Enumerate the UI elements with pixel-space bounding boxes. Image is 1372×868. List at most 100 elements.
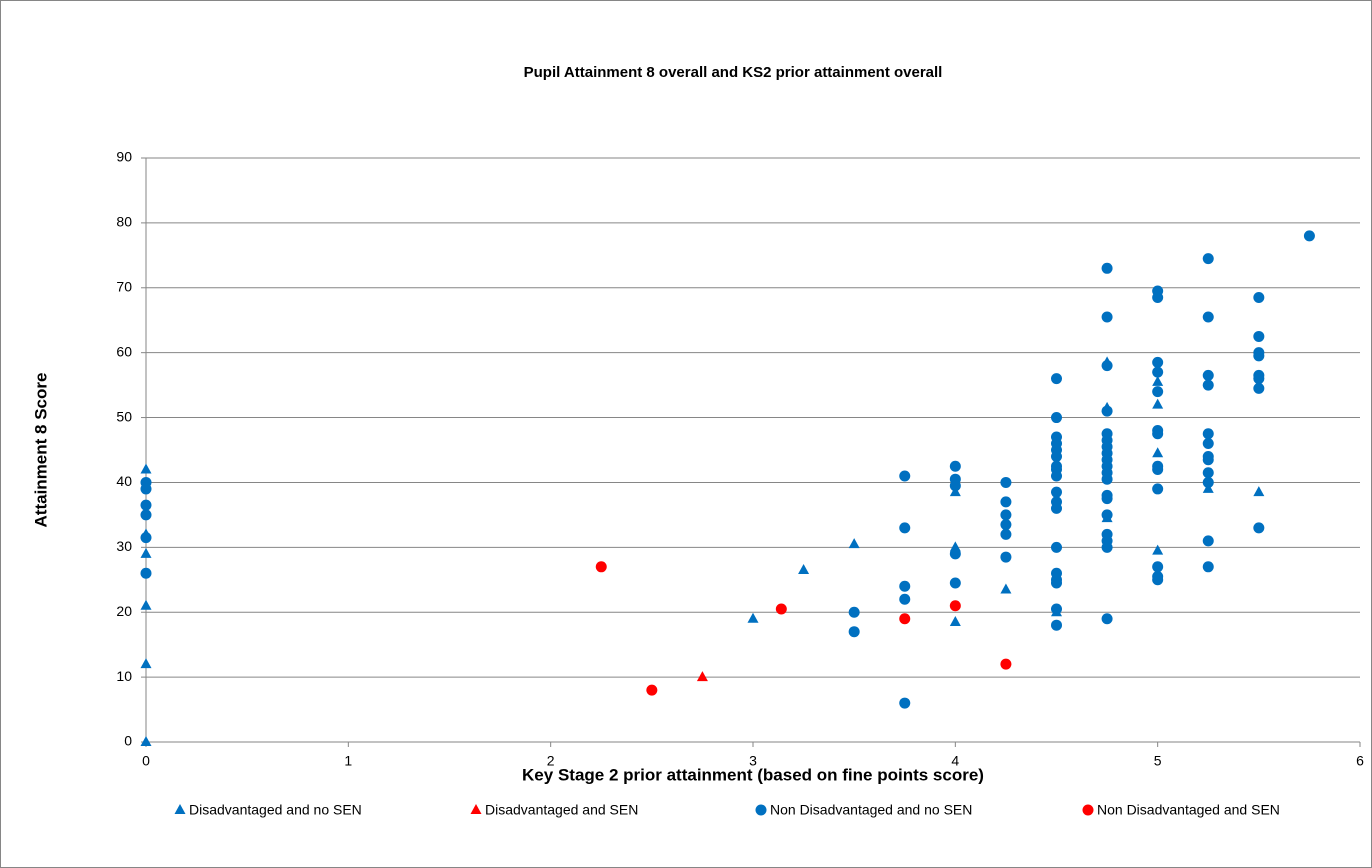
y-tick-label: 70 (116, 278, 132, 294)
point (140, 736, 152, 746)
legend-label: Non Disadvantaged and SEN (1097, 802, 1280, 818)
point (1202, 379, 1214, 391)
point (1051, 470, 1062, 482)
y-tick-label: 50 (116, 408, 132, 424)
point (1000, 528, 1012, 540)
point (1152, 366, 1164, 378)
point (1051, 412, 1062, 424)
point (1101, 311, 1113, 323)
point (848, 626, 860, 638)
point (1152, 398, 1164, 409)
point (1101, 473, 1113, 485)
point (1202, 369, 1214, 381)
point (1051, 619, 1062, 631)
point (140, 547, 152, 558)
x-axis-label: Key Stage 2 prior attainment (based on f… (522, 765, 984, 784)
point (1000, 476, 1012, 488)
point (899, 522, 911, 534)
x-tick-label: 5 (1154, 753, 1162, 769)
legend-label: Disadvantaged and no SEN (189, 802, 362, 818)
point (848, 538, 860, 549)
point (1101, 613, 1113, 625)
point (949, 541, 961, 552)
point (1000, 496, 1012, 508)
x-tick-label: 4 (951, 753, 959, 769)
point (140, 463, 152, 474)
point (1000, 551, 1012, 563)
point (1253, 382, 1265, 394)
point (1152, 574, 1164, 586)
point (775, 603, 787, 615)
point (1202, 454, 1214, 466)
y-tick-label: 30 (116, 538, 132, 554)
x-tick-label: 2 (547, 753, 555, 769)
y-tick-label: 80 (116, 214, 132, 230)
legend-marker (470, 804, 482, 814)
point (140, 599, 152, 610)
point (595, 561, 607, 573)
point (899, 613, 911, 625)
point (1152, 428, 1164, 440)
point (1152, 356, 1164, 368)
point (1202, 476, 1214, 488)
point (140, 499, 152, 511)
point (1051, 486, 1062, 498)
point (1152, 447, 1164, 458)
point (140, 532, 152, 544)
point (1101, 405, 1113, 417)
point (1253, 522, 1265, 534)
point (1202, 438, 1214, 450)
point (1152, 292, 1164, 304)
point (899, 470, 911, 482)
x-tick-label: 0 (142, 753, 150, 769)
point (949, 548, 961, 560)
y-tick-label: 40 (116, 473, 132, 489)
point (899, 580, 911, 592)
point (1101, 541, 1113, 553)
point (1152, 463, 1164, 475)
point (1253, 292, 1265, 304)
point (949, 600, 961, 612)
point (1253, 330, 1265, 342)
point (1101, 493, 1113, 505)
point (899, 697, 911, 709)
point (1000, 509, 1012, 521)
point (1253, 373, 1265, 385)
point (1051, 541, 1062, 553)
point (1101, 262, 1113, 274)
x-tick-label: 6 (1356, 753, 1364, 769)
y-tick-label: 10 (116, 668, 132, 684)
point (1152, 386, 1164, 398)
y-tick-label: 0 (124, 733, 132, 749)
point (1051, 577, 1062, 589)
point (696, 671, 708, 682)
point (899, 593, 911, 605)
legend-label: Disadvantaged and SEN (485, 802, 638, 818)
point (798, 564, 810, 575)
point (1152, 544, 1164, 555)
point (949, 577, 961, 589)
point (1202, 428, 1214, 440)
point (1000, 583, 1012, 594)
point (140, 567, 152, 579)
point (1202, 561, 1214, 573)
chart-title: Pupil Attainment 8 overall and KS2 prior… (524, 64, 943, 81)
point (1051, 603, 1062, 615)
point (1152, 483, 1164, 495)
point (1101, 509, 1113, 521)
y-tick-label: 20 (116, 603, 132, 619)
y-axis-label: Attainment 8 Score (31, 373, 50, 528)
legend-label: Non Disadvantaged and no SEN (770, 802, 972, 818)
point (1202, 253, 1214, 265)
y-tick-label: 60 (116, 343, 132, 359)
point (1000, 658, 1012, 670)
point (1101, 360, 1113, 372)
point (1051, 373, 1062, 385)
point (1152, 375, 1164, 386)
point (646, 684, 658, 696)
point (949, 460, 961, 472)
point (1152, 561, 1164, 573)
legend-marker (755, 804, 767, 816)
point (1202, 467, 1214, 479)
